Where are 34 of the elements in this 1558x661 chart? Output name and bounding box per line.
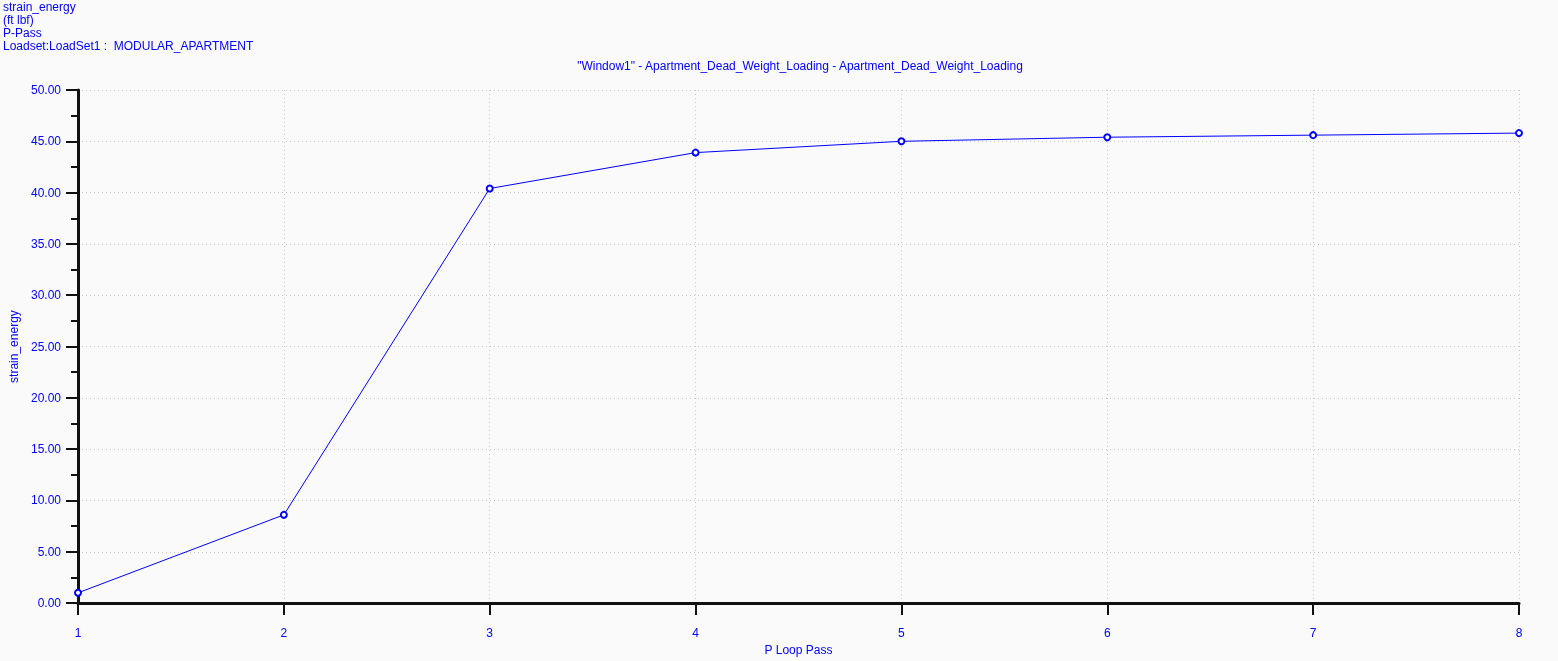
text: strain_energy [3,0,76,14]
point [279,510,288,519]
y-tick-label: 30.00 [30,288,62,303]
y-tick-label: 50.00 [30,83,62,97]
x-tick-label: 6 [1103,626,1111,641]
x-tick-label: 4 [692,626,700,641]
point [691,148,700,157]
point [1103,133,1112,142]
y-tick-label: 25.00 [30,339,62,354]
y-tick-label: 15.00 [30,442,62,457]
y-tick-label: 35.00 [30,236,62,251]
x-tick-label: 5 [898,626,906,641]
x-tick-label: 2 [280,626,288,641]
point [1515,129,1523,138]
point [485,184,494,193]
y-tick-label: 20.00 [30,390,62,405]
y-tick-label: 45.00 [30,134,62,149]
x-tick-label: 3 [486,626,494,641]
x-tick-label: 7 [1309,626,1317,641]
chart-title: "Window1" - Apartment_Dead_Weight_Loading - Apartment_Dead_Weight_Loading [577,59,1023,73]
y-tick-label: 40.00 [30,185,62,200]
x-tick-label: 8 [1515,626,1523,641]
point [1309,131,1318,140]
y-tick-label: 0.00 [37,596,62,611]
text: Loadset:LoadSet1 : MODULAR_APARTMENT [3,39,254,53]
x-axis-title: P Loop Pass [764,643,833,657]
y-axis-title: strain_energy [7,310,21,383]
x-tick-label: 1 [74,626,82,641]
point [74,588,82,597]
y-tick-label: 10.00 [30,493,62,508]
point [897,137,906,146]
text: P-Pass [3,26,42,40]
text: (ft lbf) [3,13,34,27]
y-tick-label: 5.00 [37,544,62,559]
